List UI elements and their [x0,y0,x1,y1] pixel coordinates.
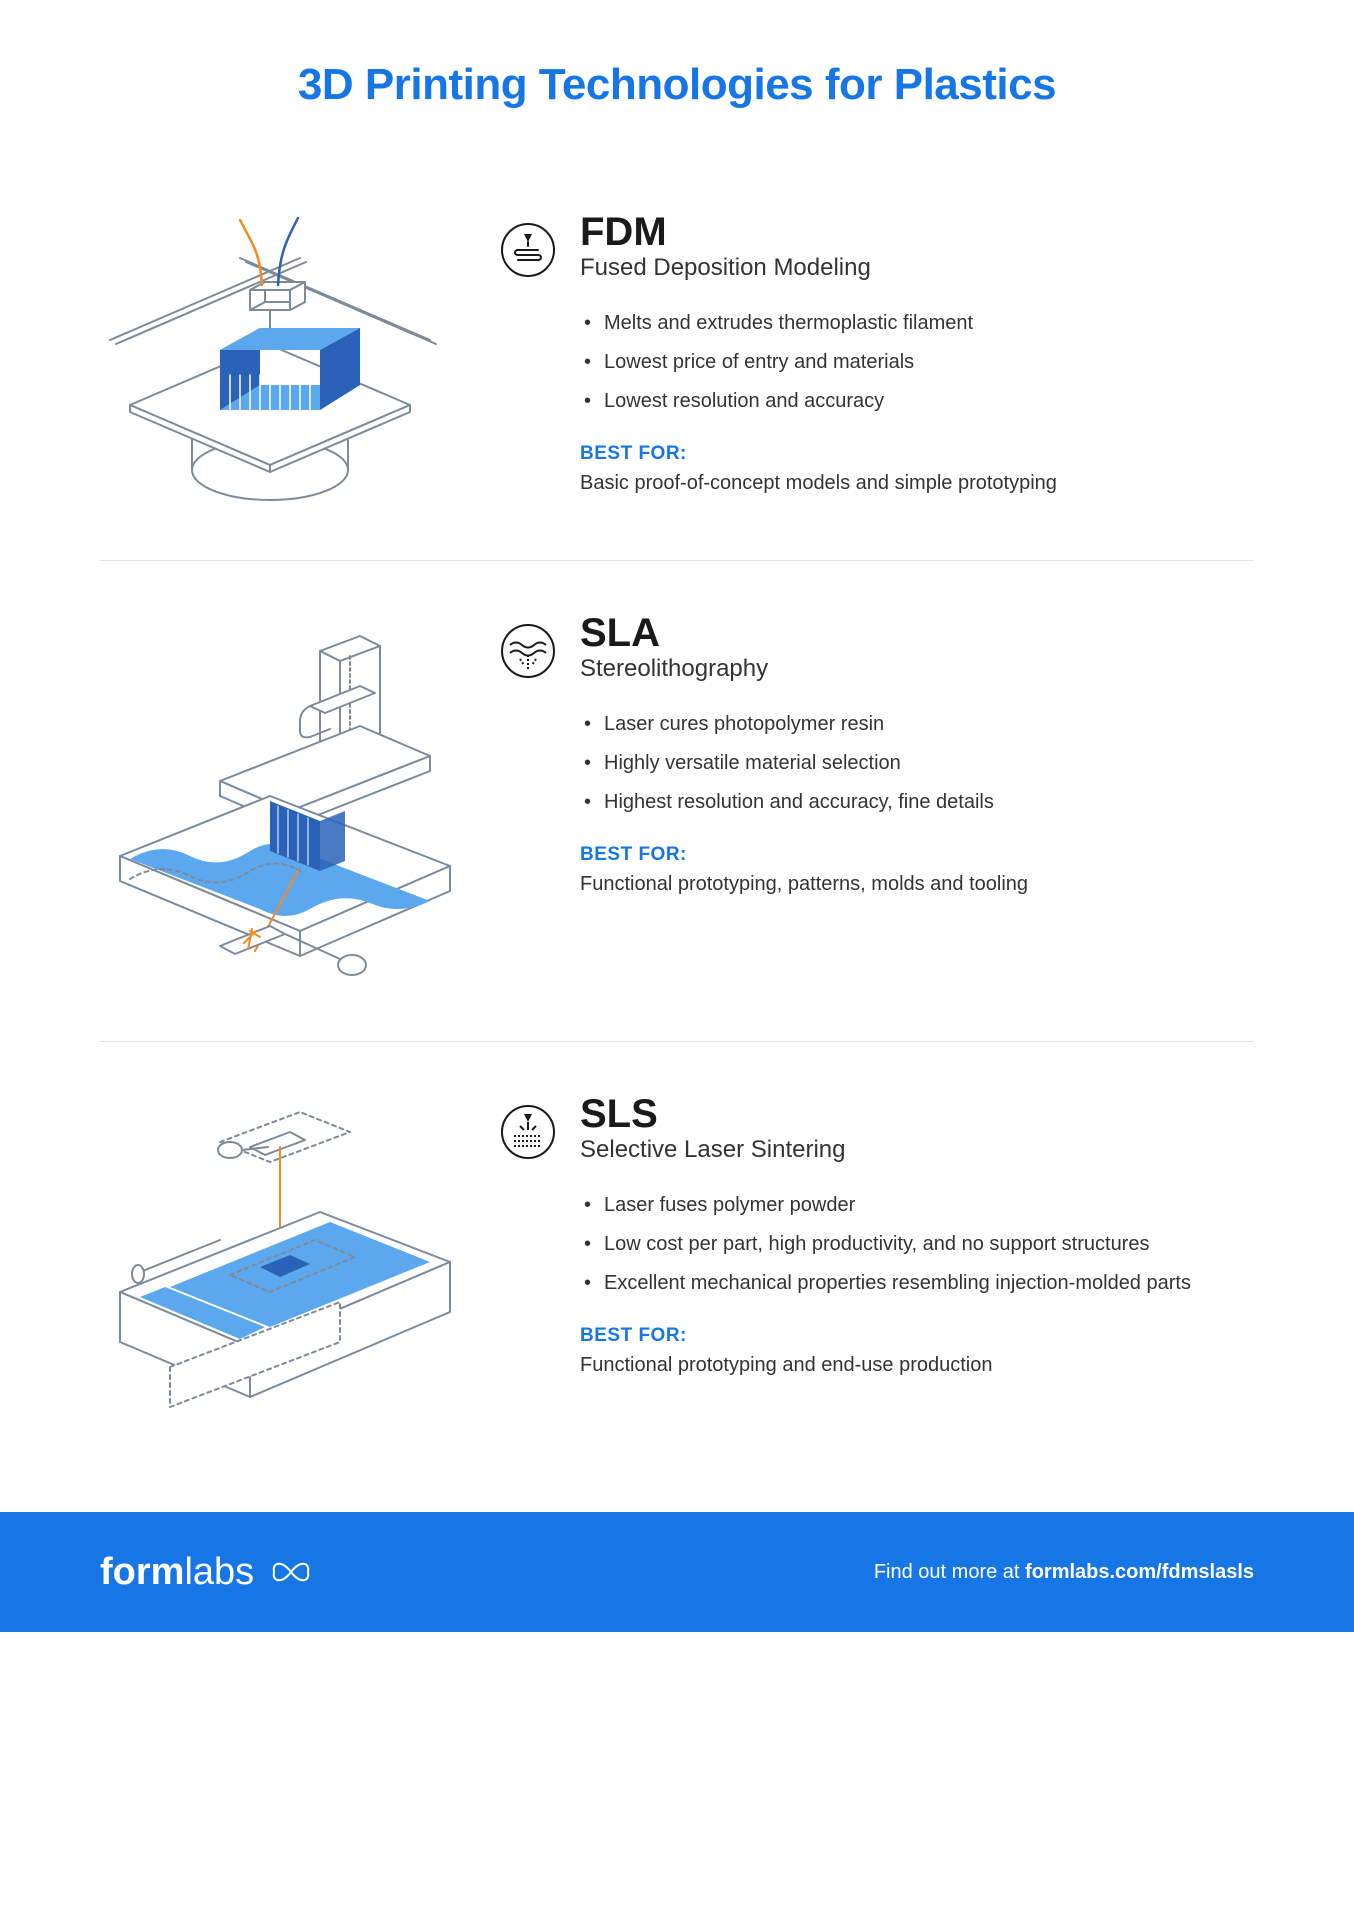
footer: formlabs Find out more at formlabs.com/f… [0,1512,1354,1632]
bullet-item: Low cost per part, high productivity, an… [580,1229,1254,1260]
bullet-item: Highly versatile material selection [580,748,1254,779]
page-title: 3D Printing Technologies for Plastics [100,60,1254,110]
illus-sla [100,611,460,991]
bullet-item: Melts and extrudes thermoplastic filamen… [580,308,1254,339]
best-for-label: BEST FOR: [580,844,1254,866]
fullname: Selective Laser Sintering [580,1136,1254,1164]
more-link: formlabs.com/fdmslasls [1025,1561,1254,1583]
butterfly-icon [268,1556,314,1588]
bullet-item: Excellent mechanical properties resembli… [580,1268,1254,1299]
best-for-label: BEST FOR: [580,443,1254,465]
bullets: Melts and extrudes thermoplastic filamen… [580,308,1254,417]
abbr: SLA [580,611,1254,655]
best-for-text: Functional prototyping, patterns, molds … [580,870,1254,898]
fullname: Stereolithography [580,655,1254,683]
illus-fdm [100,210,460,510]
bullets: Laser cures photopolymer resin Highly ve… [580,709,1254,818]
fullname: Fused Deposition Modeling [580,254,1254,282]
sls-icon [500,1104,556,1160]
brand-light: labs [184,1551,254,1593]
page-content: 3D Printing Technologies for Plastics [0,0,1354,1472]
tech-sla: SLA Stereolithography Laser cures photop… [100,581,1254,1042]
sla-icon [500,623,556,679]
abbr: FDM [580,210,1254,254]
best-for-text: Basic proof-of-concept models and simple… [580,469,1254,497]
bullets: Laser fuses polymer powder Low cost per … [580,1190,1254,1299]
brand-logo: formlabs [100,1551,314,1594]
more-prefix: Find out more at [874,1561,1025,1583]
tech-fdm: FDM Fused Deposition Modeling Melts and … [100,180,1254,561]
bullet-item: Highest resolution and accuracy, fine de… [580,787,1254,818]
footer-link-text: Find out more at formlabs.com/fdmslasls [874,1561,1254,1584]
illus-sls [100,1092,460,1422]
fdm-icon [500,222,556,278]
info-fdm: FDM Fused Deposition Modeling Melts and … [500,210,1254,510]
bullet-item: Laser cures photopolymer resin [580,709,1254,740]
abbr: SLS [580,1092,1254,1136]
best-for-label: BEST FOR: [580,1325,1254,1347]
bullet-item: Lowest price of entry and materials [580,347,1254,378]
best-for-text: Functional prototyping and end-use produ… [580,1351,1254,1379]
tech-sls: SLS Selective Laser Sintering Laser fuse… [100,1062,1254,1472]
bullet-item: Laser fuses polymer powder [580,1190,1254,1221]
brand-bold: form [100,1551,184,1593]
info-sla: SLA Stereolithography Laser cures photop… [500,611,1254,991]
info-sls: SLS Selective Laser Sintering Laser fuse… [500,1092,1254,1422]
bullet-item: Lowest resolution and accuracy [580,386,1254,417]
